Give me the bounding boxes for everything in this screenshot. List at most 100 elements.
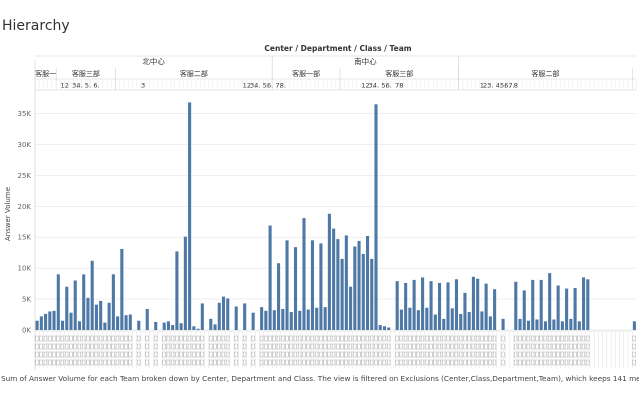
bar[interactable]	[310, 240, 315, 330]
bar[interactable]	[183, 236, 187, 330]
bar[interactable]	[552, 319, 556, 330]
bar[interactable]	[226, 298, 230, 330]
bar[interactable]	[281, 308, 285, 330]
bar[interactable]	[99, 300, 103, 330]
bar[interactable]	[556, 285, 560, 330]
bar[interactable]	[111, 274, 115, 330]
bar[interactable]	[560, 321, 564, 330]
bar[interactable]	[467, 312, 471, 330]
bar[interactable]	[120, 248, 124, 330]
bar[interactable]	[327, 213, 331, 330]
bar[interactable]	[289, 312, 293, 330]
bar[interactable]	[382, 326, 387, 330]
bar[interactable]	[535, 319, 539, 330]
bar[interactable]	[493, 289, 497, 330]
bar[interactable]	[437, 283, 442, 330]
bar[interactable]	[433, 314, 437, 330]
bar[interactable]	[340, 258, 344, 330]
bar[interactable]	[298, 310, 302, 330]
bar[interactable]	[56, 274, 60, 330]
bar[interactable]	[395, 281, 399, 330]
bar[interactable]	[285, 240, 289, 330]
bar[interactable]	[293, 247, 298, 330]
bar[interactable]	[188, 102, 192, 330]
bar[interactable]	[73, 280, 77, 330]
bar[interactable]	[353, 246, 357, 330]
bar[interactable]	[65, 286, 69, 330]
bar[interactable]	[175, 251, 179, 330]
bar[interactable]	[234, 306, 238, 331]
bar[interactable]	[319, 243, 323, 330]
bar[interactable]	[196, 328, 200, 330]
bar[interactable]	[77, 321, 82, 330]
bar[interactable]	[387, 327, 391, 330]
bar[interactable]	[44, 313, 48, 330]
bar[interactable]	[361, 253, 365, 330]
bar[interactable]	[103, 322, 107, 330]
bar[interactable]	[260, 307, 264, 330]
bar[interactable]	[209, 318, 213, 330]
bar[interactable]	[344, 235, 348, 330]
bar[interactable]	[370, 258, 374, 330]
bar[interactable]	[302, 218, 306, 330]
bar[interactable]	[48, 311, 52, 330]
bar[interactable]	[518, 318, 522, 330]
bar[interactable]	[484, 283, 488, 330]
bar[interactable]	[416, 310, 420, 330]
bar[interactable]	[315, 307, 319, 330]
bar[interactable]	[429, 281, 433, 330]
bar[interactable]	[306, 309, 310, 330]
bar[interactable]	[569, 318, 573, 330]
bar[interactable]	[514, 281, 518, 330]
bar[interactable]	[577, 321, 581, 330]
bar[interactable]	[94, 304, 98, 330]
bar[interactable]	[573, 287, 577, 330]
bar[interactable]	[404, 283, 408, 330]
bar[interactable]	[107, 302, 111, 330]
bar[interactable]	[86, 297, 90, 330]
bar[interactable]	[35, 320, 39, 330]
bar[interactable]	[543, 321, 547, 330]
bar[interactable]	[459, 313, 463, 330]
bar[interactable]	[221, 296, 226, 330]
bar[interactable]	[565, 288, 569, 330]
bar[interactable]	[90, 260, 94, 330]
bar[interactable]	[365, 236, 370, 330]
bar[interactable]	[399, 309, 403, 330]
bar[interactable]	[374, 104, 378, 330]
bar[interactable]	[632, 321, 636, 330]
bar[interactable]	[450, 308, 454, 330]
bar[interactable]	[488, 316, 492, 330]
bar[interactable]	[251, 312, 255, 330]
bar[interactable]	[60, 320, 65, 330]
bar[interactable]	[268, 225, 272, 330]
bar[interactable]	[480, 311, 484, 330]
bar[interactable]	[463, 292, 467, 330]
bar[interactable]	[323, 307, 327, 330]
bar[interactable]	[277, 263, 281, 330]
bar[interactable]	[154, 321, 158, 330]
bar[interactable]	[272, 310, 276, 330]
bar[interactable]	[378, 325, 382, 330]
bar[interactable]	[166, 321, 170, 330]
bar[interactable]	[526, 320, 531, 330]
bar[interactable]	[124, 315, 128, 330]
bar[interactable]	[539, 279, 543, 330]
bar[interactable]	[476, 278, 480, 330]
bar[interactable]	[349, 286, 353, 330]
bar[interactable]	[531, 279, 535, 330]
bar[interactable]	[69, 312, 73, 330]
bar[interactable]	[408, 307, 412, 330]
bar[interactable]	[548, 273, 552, 330]
bar[interactable]	[264, 310, 268, 330]
bar[interactable]	[454, 279, 459, 330]
bar[interactable]	[471, 276, 475, 330]
bar[interactable]	[582, 277, 586, 330]
bar[interactable]	[128, 314, 132, 330]
bar[interactable]	[213, 324, 217, 330]
bar[interactable]	[357, 240, 361, 330]
bar[interactable]	[116, 316, 120, 330]
bar[interactable]	[421, 277, 425, 330]
bar[interactable]	[179, 323, 183, 330]
bar[interactable]	[52, 310, 56, 330]
